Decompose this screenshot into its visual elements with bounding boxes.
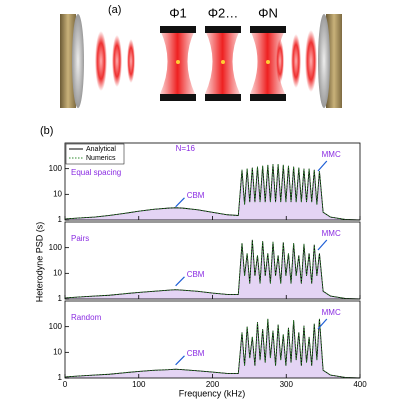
cavity-diagram: (a) Φ1 Φ2… ΦN xyxy=(60,4,342,108)
annotation: MMC xyxy=(322,150,341,159)
beam-front xyxy=(305,30,317,92)
x-tick-label: 200 xyxy=(206,380,220,389)
x-axis-label: Frequency (kHz) xyxy=(179,388,246,398)
cavity-bar xyxy=(250,26,286,33)
annotation: MMC xyxy=(322,229,341,238)
annotation-arrow xyxy=(317,160,328,172)
y-tick-label: 10 xyxy=(53,189,62,198)
mirror-face xyxy=(72,14,84,108)
cavity-bar xyxy=(205,26,241,33)
cavity-bar xyxy=(160,26,196,33)
beam-front xyxy=(291,34,301,88)
beam-front xyxy=(95,31,107,91)
beam-front xyxy=(127,39,135,83)
cavity-bar xyxy=(160,94,196,101)
x-tick-label: 100 xyxy=(132,380,146,389)
y-tick-label: 100 xyxy=(49,322,63,331)
legend-label: Analytical xyxy=(86,146,116,153)
annotation-arrow xyxy=(317,318,328,330)
phase-label: Φ2… xyxy=(208,5,239,20)
beam-front xyxy=(112,35,122,87)
panel-label: (b) xyxy=(40,125,53,137)
annotation: MMC xyxy=(322,308,341,317)
y-axis-label: Heterodyne PSD (s) xyxy=(34,222,44,303)
y-tick-label: 1 xyxy=(58,294,63,303)
cavity-bar xyxy=(250,94,286,101)
y-tick-label: 100 xyxy=(49,164,63,173)
atom xyxy=(176,60,180,64)
annotation-arrow xyxy=(317,239,328,251)
annotation-arrow xyxy=(175,197,185,208)
panel-title: Equal spacing xyxy=(71,168,121,177)
mirror-face xyxy=(318,14,330,108)
mirror-body xyxy=(60,14,76,108)
annotation-arrow xyxy=(175,355,185,366)
series-line xyxy=(64,164,361,221)
annotation: CBM xyxy=(187,270,205,279)
atom xyxy=(221,60,225,64)
series-line xyxy=(64,318,361,379)
annotation: CBM xyxy=(187,349,205,358)
panel-title: Random xyxy=(71,313,102,322)
mirror-body xyxy=(326,14,342,108)
cavity-bar xyxy=(205,94,241,101)
annotation-arrow xyxy=(175,276,185,287)
x-tick-label: 0 xyxy=(63,380,68,389)
y-tick-label: 100 xyxy=(49,243,63,252)
panel-label: (a) xyxy=(108,4,121,16)
phase-label: Φ1 xyxy=(169,5,187,20)
y-tick-label: 1 xyxy=(58,373,63,382)
phase-label: ΦN xyxy=(258,5,278,20)
area xyxy=(65,164,360,220)
area xyxy=(65,239,360,299)
x-tick-label: 400 xyxy=(353,380,367,389)
annotation: N=16 xyxy=(176,144,196,153)
y-tick-label: 10 xyxy=(53,347,62,356)
y-tick-label: 10 xyxy=(53,268,62,277)
atom xyxy=(266,60,270,64)
annotation: CBM xyxy=(187,191,205,200)
panel-title: Pairs xyxy=(71,234,89,243)
legend-label: Numerics xyxy=(86,155,116,162)
cavities xyxy=(160,26,286,101)
x-tick-label: 300 xyxy=(280,380,294,389)
y-tick-label: 1 xyxy=(58,215,63,224)
series-line xyxy=(64,239,361,300)
